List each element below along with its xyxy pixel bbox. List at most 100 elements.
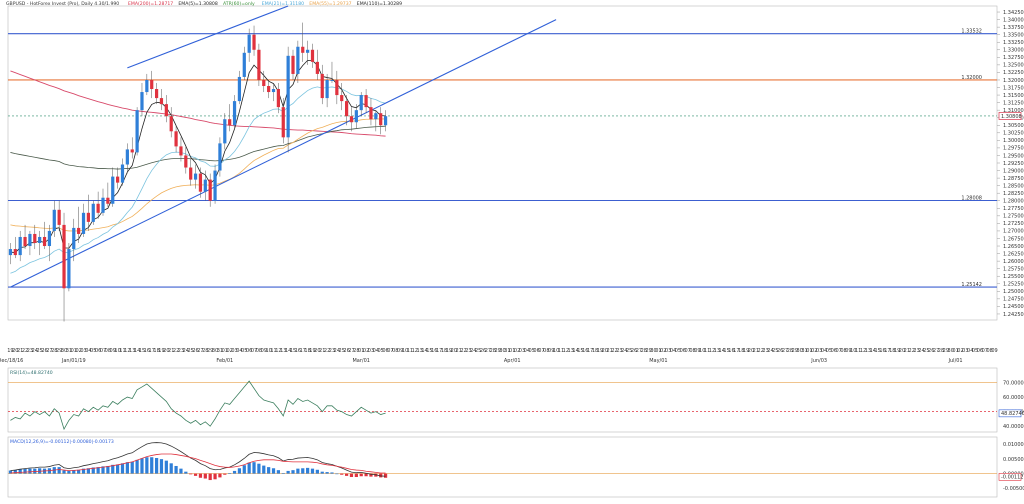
- candle-body[interactable]: [306, 49, 310, 53]
- candle-body[interactable]: [169, 116, 173, 132]
- candle-body[interactable]: [330, 79, 334, 81]
- candle-body[interactable]: [218, 143, 222, 171]
- candle-body[interactable]: [77, 227, 81, 234]
- candle-body[interactable]: [203, 179, 207, 192]
- date-tick-label: 17: [884, 348, 890, 354]
- candle-body[interactable]: [86, 212, 90, 222]
- candle-body[interactable]: [232, 101, 237, 126]
- candle-body[interactable]: [179, 146, 183, 156]
- candle-body[interactable]: [354, 110, 358, 123]
- candle-body[interactable]: [47, 230, 52, 247]
- candle-body[interactable]: [320, 73, 324, 99]
- candle-body[interactable]: [52, 209, 56, 231]
- candle-body[interactable]: [111, 176, 115, 204]
- macd-histogram-bar: [237, 468, 242, 474]
- trendline-1[interactable]: [127, 5, 289, 69]
- candle-body[interactable]: [374, 113, 378, 120]
- candle-body[interactable]: [106, 197, 110, 204]
- candle-body[interactable]: [23, 236, 27, 247]
- date-tick-label: 18: [592, 348, 598, 354]
- date-tick-label: 20: [163, 348, 169, 354]
- date-tick-label: 18: [153, 348, 159, 354]
- candle-body[interactable]: [271, 89, 276, 93]
- candle-body[interactable]: [62, 224, 66, 289]
- macd-histogram-bar: [276, 470, 280, 474]
- candle-body[interactable]: [242, 52, 246, 77]
- candle-body[interactable]: [116, 176, 120, 183]
- candle-body[interactable]: [369, 107, 373, 120]
- candle-body[interactable]: [57, 209, 61, 225]
- candle-body[interactable]: [164, 104, 168, 117]
- candle-body[interactable]: [13, 249, 17, 256]
- candle-body[interactable]: [120, 164, 125, 183]
- candle-body[interactable]: [38, 236, 42, 244]
- candle-body[interactable]: [291, 55, 295, 74]
- candle-body[interactable]: [301, 46, 305, 53]
- candle-body[interactable]: [125, 149, 129, 165]
- candle-body[interactable]: [276, 89, 280, 108]
- candle-body[interactable]: [8, 249, 13, 256]
- candle-body[interactable]: [252, 34, 256, 50]
- candle-body[interactable]: [96, 203, 100, 213]
- candle-body[interactable]: [101, 197, 105, 213]
- candle-body[interactable]: [310, 49, 315, 62]
- trendline-0[interactable]: [10, 19, 557, 288]
- candle-body[interactable]: [262, 79, 266, 87]
- candle-body[interactable]: [159, 98, 164, 105]
- date-tick-label: 06: [382, 348, 388, 354]
- candle-body[interactable]: [33, 233, 37, 244]
- candle-body[interactable]: [130, 149, 134, 153]
- candle-body[interactable]: [335, 79, 339, 96]
- candle-body[interactable]: [28, 233, 32, 247]
- candle-body[interactable]: [184, 155, 188, 168]
- candle-body[interactable]: [193, 173, 198, 180]
- candle-body[interactable]: [72, 227, 76, 250]
- price-tick-label: 1.24250: [1003, 312, 1024, 318]
- candle-body[interactable]: [150, 79, 154, 90]
- candle-body[interactable]: [364, 95, 368, 108]
- candle-body[interactable]: [257, 49, 261, 80]
- date-tick-label: 17: [587, 348, 593, 354]
- candle-body[interactable]: [18, 236, 22, 256]
- candle-body[interactable]: [247, 34, 251, 53]
- candle-body[interactable]: [223, 119, 227, 144]
- date-tick-label: 10: [699, 348, 705, 354]
- candle-body[interactable]: [135, 110, 139, 153]
- candle-body[interactable]: [208, 179, 212, 201]
- price-tick-label: 1.29750: [1003, 146, 1024, 152]
- candle-body[interactable]: [228, 119, 232, 126]
- candle-body[interactable]: [140, 92, 144, 111]
- macd-histogram-bar: [86, 468, 90, 474]
- candle-body[interactable]: [379, 113, 383, 126]
- candle-body[interactable]: [174, 131, 178, 147]
- date-tick-label: 27: [485, 348, 491, 354]
- candle-body[interactable]: [340, 95, 344, 102]
- candle-body[interactable]: [359, 95, 363, 111]
- candle-body[interactable]: [213, 170, 217, 201]
- macd-histogram-bar: [232, 470, 237, 474]
- candle-body[interactable]: [344, 101, 349, 117]
- candle-body[interactable]: [315, 61, 319, 74]
- candle-body[interactable]: [67, 249, 71, 289]
- candle-body[interactable]: [267, 86, 271, 93]
- candle-body[interactable]: [237, 76, 242, 102]
- candle-body[interactable]: [383, 116, 388, 126]
- candle-body[interactable]: [42, 236, 47, 247]
- candle-body[interactable]: [145, 79, 149, 93]
- candle-body[interactable]: [189, 167, 193, 180]
- date-tick-label: 25: [626, 348, 632, 354]
- candle-body[interactable]: [81, 212, 86, 234]
- candle-body[interactable]: [296, 46, 300, 74]
- candle-body[interactable]: [154, 89, 159, 99]
- candle-body[interactable]: [281, 107, 285, 138]
- date-tick-label: 20: [602, 348, 608, 354]
- candle-body[interactable]: [198, 173, 203, 192]
- candle-body[interactable]: [325, 79, 329, 99]
- date-tick-label: 10: [265, 348, 271, 354]
- candle-body[interactable]: [349, 116, 354, 123]
- macd-histogram-bar: [28, 468, 32, 474]
- candle-body[interactable]: [286, 55, 290, 138]
- candle-body[interactable]: [91, 203, 95, 222]
- macd-signal-line: [10, 453, 386, 474]
